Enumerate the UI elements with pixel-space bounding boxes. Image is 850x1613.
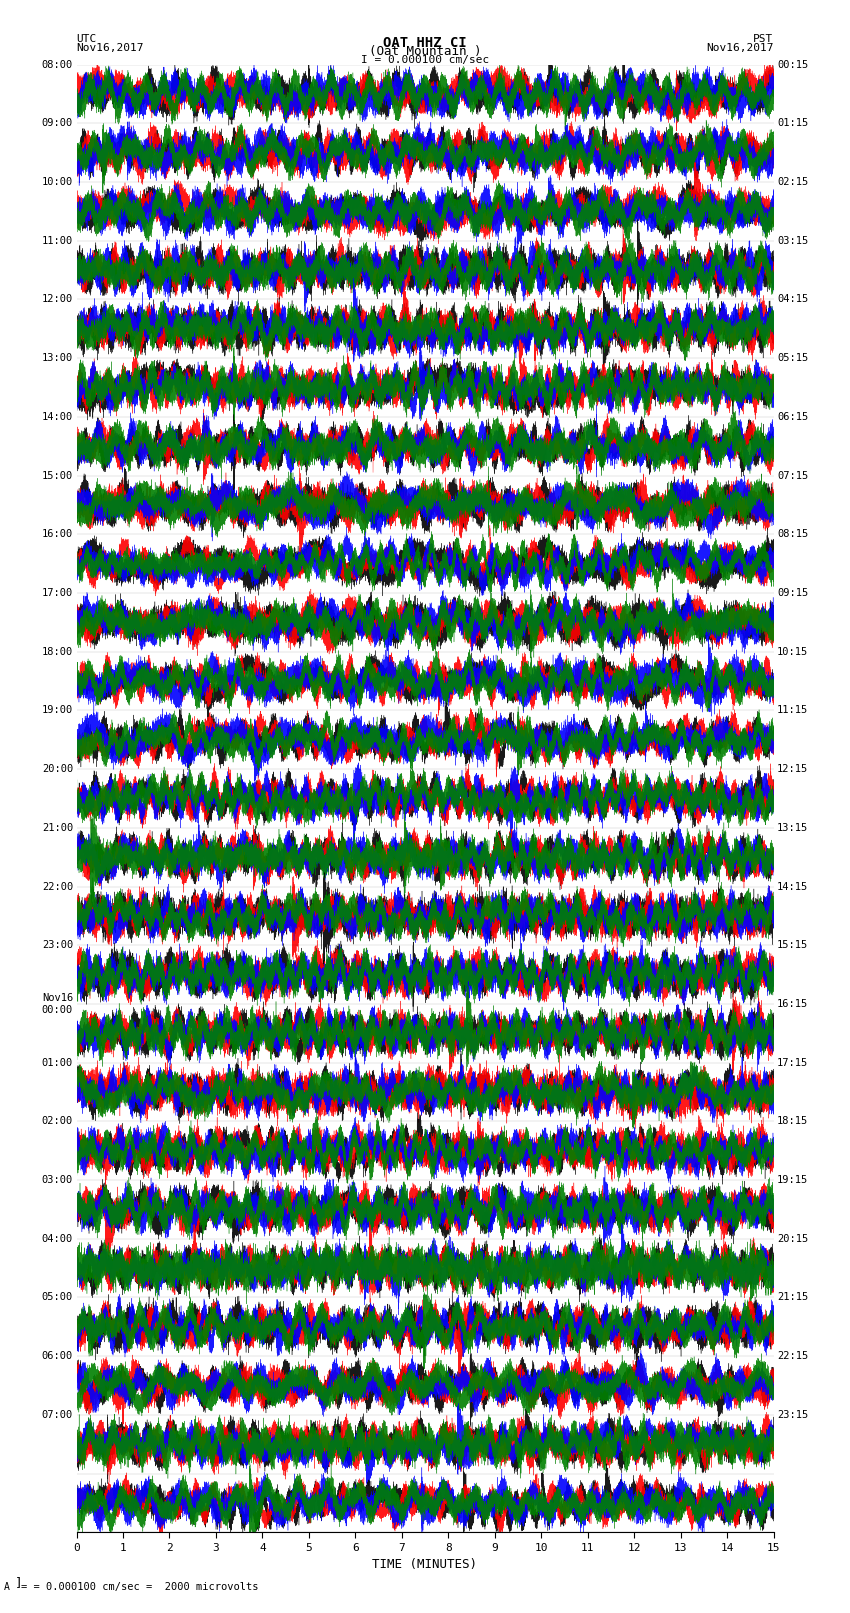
- Text: 12:00: 12:00: [42, 295, 73, 305]
- Text: Nov16,2017: Nov16,2017: [76, 44, 144, 53]
- Text: 09:00: 09:00: [42, 118, 73, 127]
- Text: 11:15: 11:15: [777, 705, 808, 715]
- Text: 04:00: 04:00: [42, 1234, 73, 1244]
- Text: 15:15: 15:15: [777, 940, 808, 950]
- Text: 23:15: 23:15: [777, 1410, 808, 1419]
- Text: (Oat Mountain ): (Oat Mountain ): [369, 45, 481, 58]
- Text: 01:00: 01:00: [42, 1058, 73, 1068]
- Text: 14:00: 14:00: [42, 411, 73, 421]
- Text: 07:15: 07:15: [777, 471, 808, 481]
- Text: 12:15: 12:15: [777, 765, 808, 774]
- Text: 09:15: 09:15: [777, 589, 808, 598]
- Text: I = 0.000100 cm/sec: I = 0.000100 cm/sec: [361, 55, 489, 65]
- Text: 08:00: 08:00: [42, 60, 73, 69]
- Text: 06:00: 06:00: [42, 1352, 73, 1361]
- Text: 06:15: 06:15: [777, 411, 808, 421]
- Text: 13:15: 13:15: [777, 823, 808, 832]
- Text: 00:15: 00:15: [777, 60, 808, 69]
- Text: 21:15: 21:15: [777, 1292, 808, 1302]
- Text: 04:15: 04:15: [777, 295, 808, 305]
- Text: 03:15: 03:15: [777, 235, 808, 245]
- Text: 08:15: 08:15: [777, 529, 808, 539]
- Text: Nov16
00:00: Nov16 00:00: [42, 994, 73, 1015]
- Text: 16:00: 16:00: [42, 529, 73, 539]
- Text: 15:00: 15:00: [42, 471, 73, 481]
- Text: 02:15: 02:15: [777, 177, 808, 187]
- Text: 20:15: 20:15: [777, 1234, 808, 1244]
- Text: 02:00: 02:00: [42, 1116, 73, 1126]
- Text: 03:00: 03:00: [42, 1176, 73, 1186]
- Text: 16:15: 16:15: [777, 998, 808, 1008]
- Text: = = 0.000100 cm/sec =  2000 microvolts: = = 0.000100 cm/sec = 2000 microvolts: [21, 1582, 258, 1592]
- Text: 19:15: 19:15: [777, 1176, 808, 1186]
- Text: PST: PST: [753, 34, 774, 44]
- Text: 05:00: 05:00: [42, 1292, 73, 1302]
- Text: 18:00: 18:00: [42, 647, 73, 656]
- Text: A: A: [4, 1582, 10, 1592]
- Text: 13:00: 13:00: [42, 353, 73, 363]
- Text: 10:00: 10:00: [42, 177, 73, 187]
- Text: 14:15: 14:15: [777, 882, 808, 892]
- Text: 18:15: 18:15: [777, 1116, 808, 1126]
- Text: 05:15: 05:15: [777, 353, 808, 363]
- Text: 23:00: 23:00: [42, 940, 73, 950]
- X-axis label: TIME (MINUTES): TIME (MINUTES): [372, 1558, 478, 1571]
- Text: 19:00: 19:00: [42, 705, 73, 715]
- Text: 07:00: 07:00: [42, 1410, 73, 1419]
- Text: 01:15: 01:15: [777, 118, 808, 127]
- Text: ]: ]: [15, 1576, 23, 1589]
- Text: 22:00: 22:00: [42, 882, 73, 892]
- Text: 20:00: 20:00: [42, 765, 73, 774]
- Text: UTC: UTC: [76, 34, 97, 44]
- Text: Nov16,2017: Nov16,2017: [706, 44, 774, 53]
- Text: 10:15: 10:15: [777, 647, 808, 656]
- Text: 21:00: 21:00: [42, 823, 73, 832]
- Text: 17:15: 17:15: [777, 1058, 808, 1068]
- Text: 11:00: 11:00: [42, 235, 73, 245]
- Text: OAT HHZ CI: OAT HHZ CI: [383, 37, 467, 50]
- Text: 22:15: 22:15: [777, 1352, 808, 1361]
- Text: 17:00: 17:00: [42, 589, 73, 598]
